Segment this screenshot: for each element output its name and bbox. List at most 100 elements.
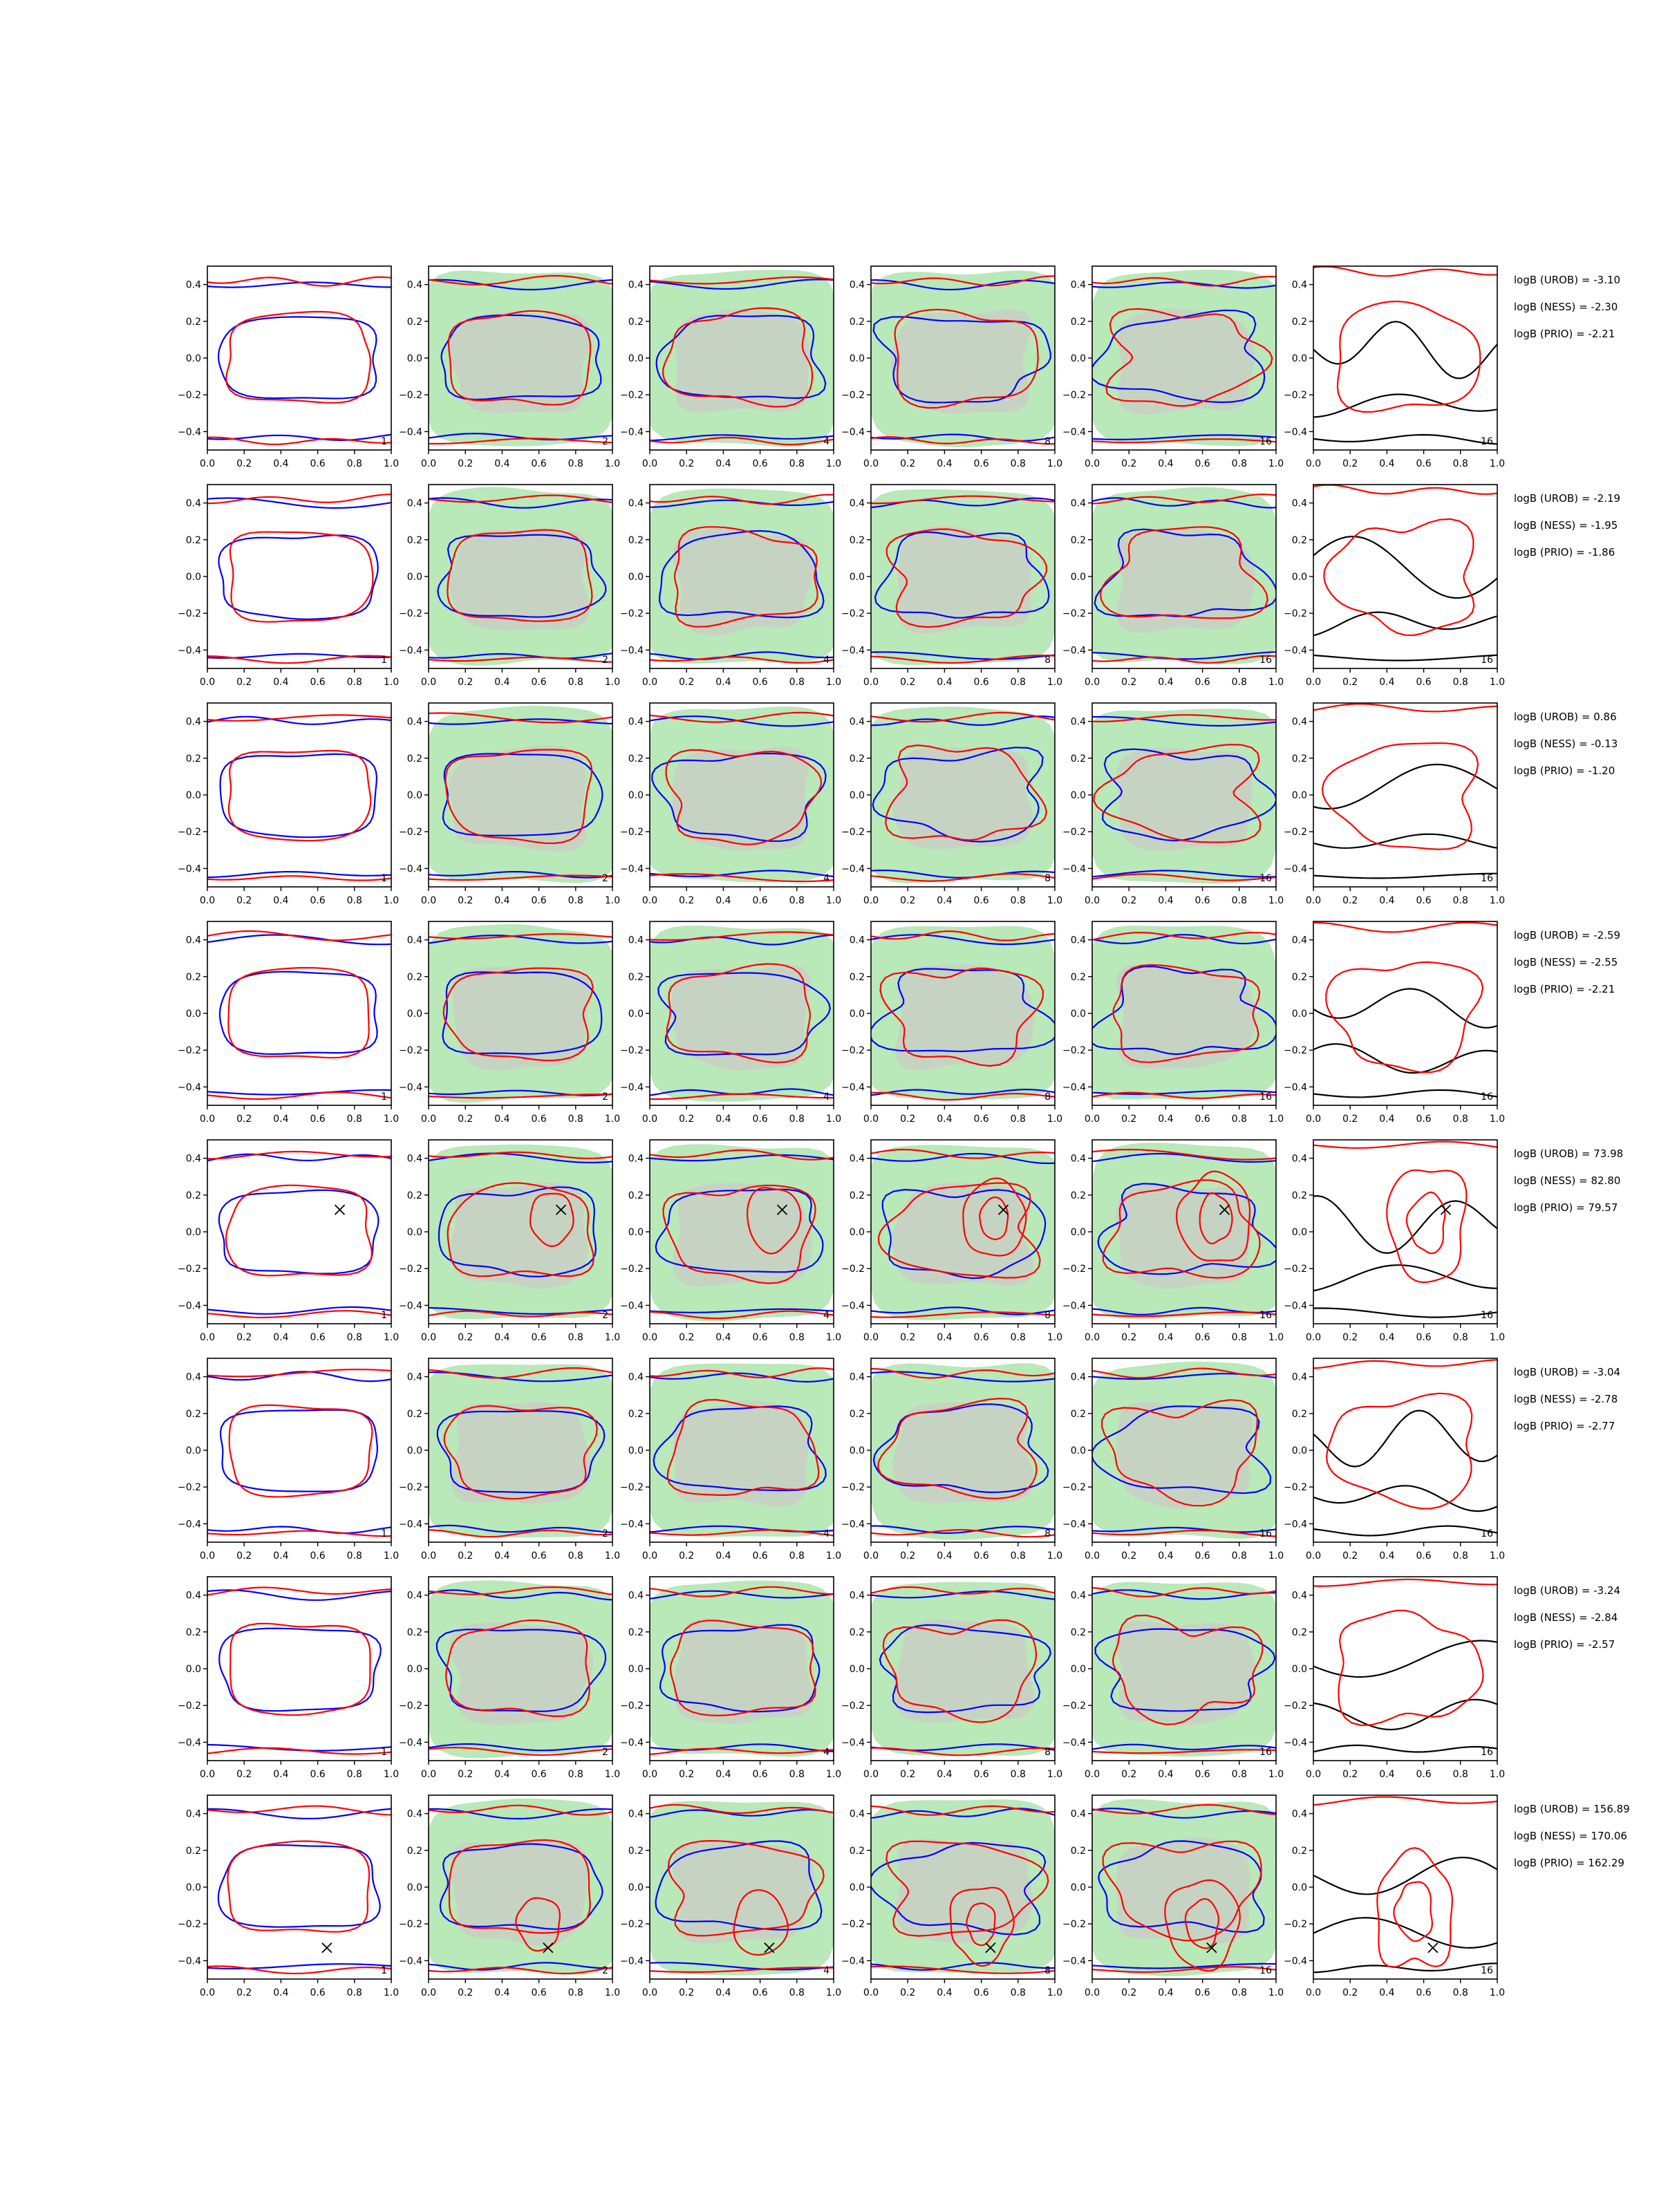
x-tick-label: 0.6 xyxy=(752,1332,767,1343)
x-tick-label: 0.4 xyxy=(1158,1987,1173,1998)
x-tick-label: 0.0 xyxy=(200,895,215,906)
x-tick-label: 0.0 xyxy=(1085,458,1100,469)
y-tick-label: 0.0 xyxy=(1071,1227,1086,1238)
panel: 0.4 0.2 0.0 −0.2 −0.4 0.0 0.2 0.4 0.6 0.8 1.0 1 xyxy=(178,1794,399,1998)
y-tick-label: 0.0 xyxy=(1292,1445,1307,1456)
y-tick-label: 0.2 xyxy=(1292,1190,1307,1201)
x-tick-label: 0.2 xyxy=(900,458,915,469)
x-tick-label: 0.2 xyxy=(900,1769,915,1780)
contour-blue xyxy=(650,1809,834,1818)
contour-red xyxy=(1313,1796,1497,1806)
x-tick-label: 0.4 xyxy=(715,1332,731,1343)
y-tick-label: −0.2 xyxy=(841,390,865,401)
y-tick-label: 0.0 xyxy=(1292,572,1307,583)
contour-red xyxy=(1184,1897,1220,1949)
x-tick-label: 1.0 xyxy=(605,1550,620,1562)
x-tick-label: 0.0 xyxy=(421,458,436,469)
y-tick-label: −0.4 xyxy=(178,1737,201,1748)
y-tick-label: 0.4 xyxy=(186,1154,201,1165)
contour-red xyxy=(877,1397,1038,1500)
x-tick-label: 0.8 xyxy=(1232,1987,1247,1998)
x-tick-label: 1.0 xyxy=(826,1769,841,1780)
y-tick-label: 0.2 xyxy=(850,535,865,546)
axes-frame xyxy=(207,484,392,669)
contour-black xyxy=(1313,872,1497,879)
y-tick-label: 0.0 xyxy=(186,1009,201,1020)
axes-frame xyxy=(207,1576,392,1761)
band-inner xyxy=(673,527,814,636)
contour-blue xyxy=(207,715,391,725)
x-tick-label: 0.8 xyxy=(568,1550,583,1562)
band-inner xyxy=(672,1839,815,1944)
y-tick-label: −0.2 xyxy=(178,1482,201,1493)
y-tick-label: 0.2 xyxy=(186,1846,201,1857)
panel-label: 4 xyxy=(823,1091,830,1103)
x-tick-label: 1.0 xyxy=(826,458,841,469)
marker-x xyxy=(543,1942,554,1953)
contour-blue xyxy=(219,753,378,838)
panel-label: 1 xyxy=(381,1965,387,1976)
panel-label: 1 xyxy=(381,436,387,447)
x-tick-label: 1.0 xyxy=(605,677,620,688)
y-tick-label: 0.4 xyxy=(186,935,201,946)
y-tick-label: −0.2 xyxy=(1284,1700,1307,1712)
x-tick-label: 0.0 xyxy=(642,895,657,906)
contour-black xyxy=(1313,393,1497,418)
contour-red xyxy=(447,1182,595,1277)
panel-label: 8 xyxy=(1044,655,1051,666)
contour-blue xyxy=(439,1843,603,1930)
contour-blue xyxy=(871,1590,1055,1600)
x-tick-label: 0.0 xyxy=(200,677,215,688)
band-inner xyxy=(671,964,810,1071)
y-tick-label: 0.2 xyxy=(1071,1409,1086,1420)
x-tick-label: 0.4 xyxy=(494,677,509,688)
x-tick-label: 0.2 xyxy=(900,895,915,906)
marker-x xyxy=(334,1204,346,1215)
x-tick-label: 0.0 xyxy=(200,1332,215,1343)
contour-red xyxy=(1313,1359,1497,1369)
band-inner xyxy=(673,1183,812,1287)
x-tick-label: 0.0 xyxy=(863,458,879,469)
x-tick-label: 0.4 xyxy=(494,1332,509,1343)
x-tick-label: 0.0 xyxy=(421,677,436,688)
x-tick-label: 0.6 xyxy=(310,1987,325,1998)
contour-red xyxy=(429,1804,612,1816)
panel: 0.4 0.2 0.0 −0.2 −0.4 0.0 0.2 0.4 0.6 0.8 1.0 2 xyxy=(399,1358,620,1562)
y-tick-label: 0.0 xyxy=(850,1664,865,1675)
contour-blue xyxy=(207,497,391,509)
y-tick-label: −0.4 xyxy=(178,1956,201,1967)
contour-red xyxy=(1338,1609,1484,1727)
contour-red xyxy=(1321,742,1479,850)
contour-red xyxy=(429,494,612,503)
y-tick-label: 0.0 xyxy=(186,1227,201,1238)
contour-red xyxy=(966,1902,996,1947)
x-tick-label: 0.0 xyxy=(1306,458,1321,469)
x-tick-label: 0.2 xyxy=(1121,1332,1136,1343)
band-inner xyxy=(892,1182,1034,1286)
panel-label: 2 xyxy=(602,1528,608,1539)
x-tick-label: 0.2 xyxy=(1121,1550,1136,1562)
contour-blue xyxy=(217,316,377,400)
y-tick-label: 0.2 xyxy=(1071,1190,1086,1201)
contour-blue xyxy=(650,1308,834,1313)
y-tick-label: 0.4 xyxy=(850,1154,865,1165)
x-tick-label: 0.8 xyxy=(789,458,805,469)
contour-black xyxy=(1313,321,1497,379)
contour-blue xyxy=(872,747,1044,843)
y-tick-label: −0.4 xyxy=(399,1519,422,1530)
contour-blue xyxy=(659,1624,821,1713)
band-inner xyxy=(450,1839,589,1946)
x-tick-label: 0.8 xyxy=(1232,1114,1247,1125)
x-tick-label: 0.6 xyxy=(752,1550,767,1562)
y-tick-label: 0.4 xyxy=(1071,498,1086,509)
x-tick-label: 1.0 xyxy=(384,1550,399,1562)
x-tick-label: 0.4 xyxy=(1379,1332,1394,1343)
contour-blue xyxy=(438,1186,597,1277)
y-tick-label: 0.2 xyxy=(186,535,201,546)
contour-blue xyxy=(1094,528,1276,617)
contour-red xyxy=(429,1747,612,1756)
x-tick-label: 0.0 xyxy=(863,895,879,906)
y-tick-label: −0.2 xyxy=(178,1700,201,1712)
x-tick-label: 1.0 xyxy=(1268,458,1284,469)
y-tick-label: 0.4 xyxy=(407,1809,422,1820)
